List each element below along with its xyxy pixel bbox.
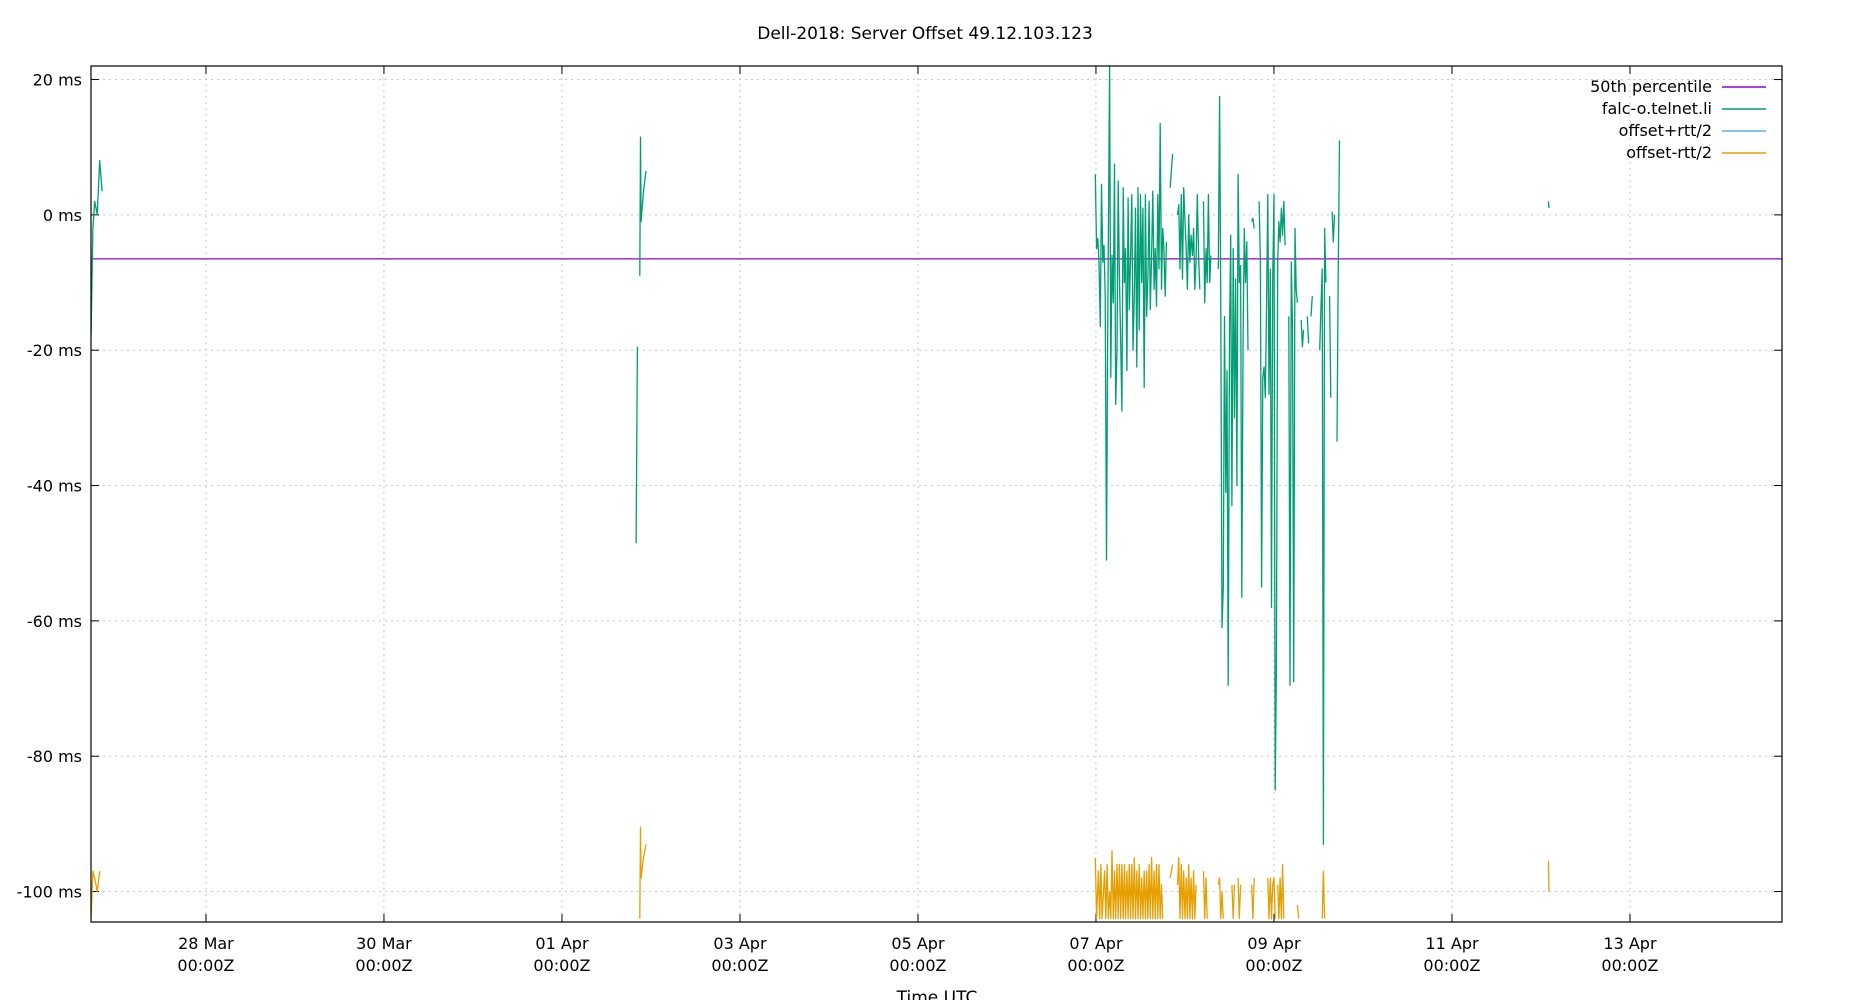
series-line	[1300, 319, 1305, 348]
legend-label: offset-rtt/2	[1626, 143, 1712, 162]
series-line	[635, 346, 639, 544]
y-tick-label: -60 ms	[27, 612, 82, 631]
x-tick-sublabel: 00:00Z	[889, 956, 946, 975]
x-tick-label: 07 Apr	[1069, 934, 1123, 953]
series-line	[91, 870, 101, 919]
series-line	[1217, 95, 1249, 686]
x-tick-label: 09 Apr	[1247, 934, 1301, 953]
series-line	[639, 826, 647, 919]
series-line	[1237, 877, 1242, 920]
series-line	[1202, 193, 1212, 304]
x-tick-sublabel: 00:00Z	[1601, 956, 1658, 975]
series-line	[1331, 211, 1336, 243]
y-tick-label: -40 ms	[27, 477, 82, 496]
series-line	[1169, 864, 1174, 879]
x-tick-label: 28 Mar	[178, 934, 234, 953]
series-line	[1296, 905, 1300, 919]
plot-frame	[90, 65, 1783, 923]
series-line	[1328, 296, 1332, 398]
series-line	[1321, 870, 1326, 919]
x-tick-sublabel: 00:00Z	[711, 956, 768, 975]
chart-title: Dell-2018: Server Offset 49.12.103.123	[757, 24, 1093, 44]
y-tick-label: 20 ms	[33, 71, 82, 90]
y-tick-label: 0 ms	[43, 206, 82, 225]
series-line	[1231, 884, 1236, 920]
series-line	[1547, 861, 1550, 892]
legend-label: offset+rtt/2	[1619, 121, 1712, 140]
x-tick-sublabel: 00:00Z	[1067, 956, 1124, 975]
series-line	[639, 136, 647, 276]
x-tick-sublabel: 00:00Z	[1423, 956, 1480, 975]
series-line	[1336, 140, 1341, 442]
x-tick-sublabel: 00:00Z	[1245, 956, 1302, 975]
series-line	[1251, 217, 1255, 229]
x-tick-label: 11 Apr	[1425, 934, 1479, 953]
series-line	[1094, 66, 1168, 561]
x-tick-label: 13 Apr	[1603, 934, 1657, 953]
series-line	[1202, 871, 1208, 920]
series-line	[1176, 857, 1197, 920]
series-line	[1217, 877, 1224, 920]
x-axis: 28 Mar 00:00Z 30 Mar 00:00Z 01 Apr 00:00Z 03 A…	[177, 66, 1659, 975]
series-line	[1547, 201, 1550, 209]
y-tick-label: -80 ms	[27, 747, 82, 766]
x-axis-label: Time UTC	[896, 988, 978, 1000]
series-line	[1319, 227, 1327, 845]
series-3	[91, 826, 1550, 920]
x-tick-sublabel: 00:00Z	[533, 956, 590, 975]
series-line	[91, 160, 103, 337]
series-line	[1306, 316, 1310, 344]
legend-label: 50th percentile	[1590, 77, 1712, 96]
x-tick-sublabel: 00:00Z	[355, 956, 412, 975]
legend-label: falc-o.telnet.li	[1602, 99, 1712, 118]
series-line	[1288, 227, 1299, 686]
series-layer	[91, 66, 1782, 920]
x-tick-label: 05 Apr	[891, 934, 945, 953]
series-line	[1267, 877, 1276, 920]
series-line	[1176, 187, 1201, 290]
y-tick-label: -100 ms	[17, 883, 82, 902]
x-tick-sublabel: 00:00Z	[177, 956, 234, 975]
series-line	[1258, 193, 1286, 791]
y-tick-label: -20 ms	[27, 341, 82, 360]
series-line	[1277, 863, 1285, 920]
x-tick-label: 01 Apr	[535, 934, 589, 953]
series-line	[1094, 850, 1164, 920]
x-tick-label: 30 Mar	[356, 934, 412, 953]
x-tick-label: 03 Apr	[713, 934, 767, 953]
legend: 50th percentile falc-o.telnet.li offset+rt…	[1590, 77, 1766, 162]
series-1	[91, 66, 1550, 845]
series-line	[1169, 153, 1174, 188]
series-line	[1251, 877, 1255, 920]
series-line	[1310, 296, 1313, 317]
